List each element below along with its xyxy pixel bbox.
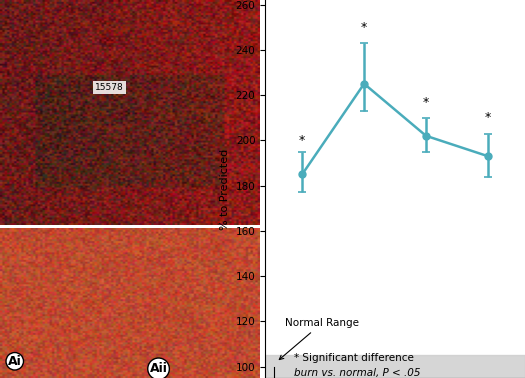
Bar	[265, 355, 525, 378]
Text: Aii: Aii	[150, 363, 167, 375]
Y-axis label: % to Predicted: % to Predicted	[220, 149, 230, 229]
Text: *: *	[485, 112, 491, 124]
Text: Ai: Ai	[8, 355, 22, 368]
Text: 15578: 15578	[95, 83, 123, 92]
Text: * Significant difference: * Significant difference	[294, 353, 414, 363]
Text: *: *	[361, 21, 367, 34]
Text: Normal Range: Normal Range	[279, 318, 359, 359]
Text: *: *	[299, 134, 306, 147]
Text: burn vs. normal, P < .05: burn vs. normal, P < .05	[294, 368, 421, 378]
Text: *: *	[423, 96, 429, 108]
